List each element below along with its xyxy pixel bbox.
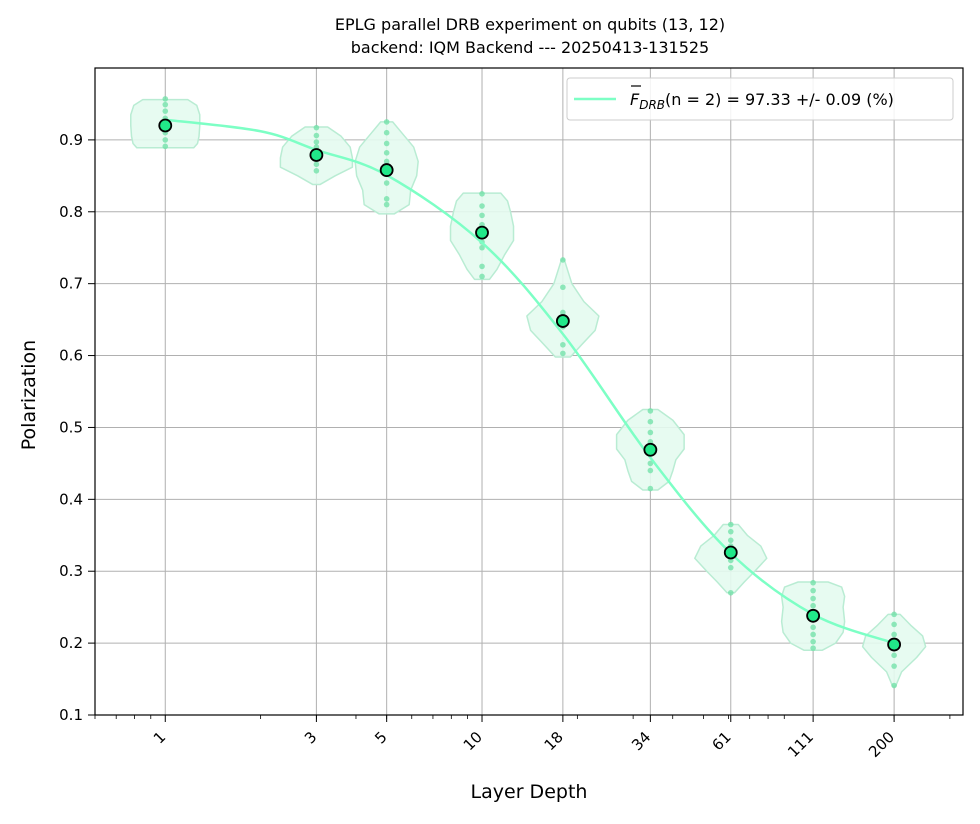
sample-point [479, 191, 485, 197]
sample-point [647, 460, 654, 467]
sample-point [162, 108, 169, 114]
sample-point [727, 564, 734, 571]
sample-point [891, 621, 897, 628]
y-tick-label: 0.3 [59, 562, 83, 580]
sample-point [810, 638, 816, 645]
fit-curve [165, 118, 895, 645]
mean-marker-200 [887, 637, 902, 652]
sample-point [727, 537, 734, 544]
y-tick-label: 0.7 [59, 275, 83, 293]
chart-title: EPLG parallel DRB experiment on qubits (… [335, 15, 725, 34]
y-axis-label: Polarization [18, 340, 40, 450]
sample-point [313, 139, 320, 145]
sample-point [162, 137, 169, 143]
sample-point [313, 161, 320, 168]
sample-point [313, 168, 320, 174]
sample-point [560, 309, 566, 316]
sample-point [891, 682, 897, 689]
sample-point [810, 595, 816, 602]
y-tick-label: 0.1 [59, 706, 83, 724]
sample-point [383, 150, 390, 156]
sample-point [479, 263, 485, 270]
sample-point [647, 408, 654, 414]
mean-marker-18 [555, 314, 570, 328]
sample-point [810, 579, 816, 586]
mean-marker-3 [309, 148, 324, 162]
sample-point [891, 652, 897, 659]
sample-point [560, 257, 566, 263]
x-tick-label: 18 [541, 728, 567, 754]
sample-point [383, 158, 390, 165]
y-tick-label: 0.8 [59, 203, 83, 221]
x-tick-label: 34 [628, 728, 654, 754]
mean-marker-5 [379, 163, 394, 177]
sample-point [891, 663, 897, 669]
sample-point [383, 140, 390, 147]
chart-subtitle: backend: IQM Backend --- 20250413-131525 [351, 38, 709, 57]
sample-point [313, 124, 320, 131]
y-tick-label: 0.4 [59, 490, 83, 508]
y-tick-label: 0.5 [59, 418, 83, 436]
sample-point [479, 203, 485, 209]
x-tick-label: 200 [865, 728, 898, 761]
x-tick-label: 10 [460, 728, 486, 754]
mean-marker-1 [158, 118, 173, 133]
x-tick-label: 61 [709, 728, 735, 754]
legend-label-suffix: (n = 2) = 97.33 +/- 0.09 (%) [665, 90, 894, 109]
sample-point [727, 589, 734, 596]
sample-point [810, 624, 816, 631]
sample-point [162, 96, 169, 102]
legend: FDRB(n = 2) = 97.33 +/- 0.09 (%) [566, 77, 954, 121]
y-tick-label: 0.2 [59, 634, 83, 652]
sample-point [560, 284, 566, 291]
sample-point [383, 196, 390, 202]
sample-point [162, 101, 169, 108]
mean-markers [158, 118, 902, 652]
sample-point [313, 132, 320, 139]
x-tick-label: 111 [784, 728, 817, 761]
mean-marker-61 [723, 545, 738, 560]
sample-point [383, 180, 390, 186]
sample-point [560, 350, 566, 357]
mean-marker-10 [475, 225, 489, 240]
x-tick-label: 5 [371, 728, 390, 747]
sample-point [383, 129, 390, 136]
x-tick-label: 3 [301, 728, 320, 747]
sample-point [647, 429, 654, 436]
sample-point [810, 587, 816, 594]
sample-point [560, 341, 566, 348]
sample-point [479, 273, 485, 280]
plot-frame [94, 67, 964, 716]
x-tick-label: 1 [150, 728, 169, 747]
sample-point [727, 521, 734, 528]
mean-marker-111 [806, 608, 821, 623]
sample-point [891, 631, 897, 638]
sample-point [479, 212, 485, 219]
sample-point [647, 418, 654, 425]
y-tick-label: 0.9 [59, 131, 83, 149]
fit-curve-group [165, 118, 895, 645]
violins [130, 98, 927, 687]
legend-label: FDRB(n = 2) = 97.33 +/- 0.09 (%) [630, 90, 894, 112]
sample-point [383, 119, 390, 125]
sample-point [647, 467, 654, 474]
sample-point [810, 602, 816, 609]
grid [95, 68, 963, 716]
legend-box [566, 77, 954, 121]
sample-point [891, 611, 897, 618]
sample-point [162, 143, 169, 150]
sample-point [647, 485, 654, 492]
sample-point [383, 201, 390, 208]
sample-point [810, 631, 816, 638]
sample-point [727, 528, 734, 535]
sample-point [810, 645, 816, 651]
legend-label-subscript: DRB [639, 98, 665, 112]
sample-point [479, 244, 485, 251]
mean-marker-34 [643, 442, 658, 457]
legend-label-prefix: F [630, 90, 640, 109]
y-tick-label: 0.6 [59, 347, 83, 365]
x-axis-label: Layer Depth [471, 781, 588, 803]
